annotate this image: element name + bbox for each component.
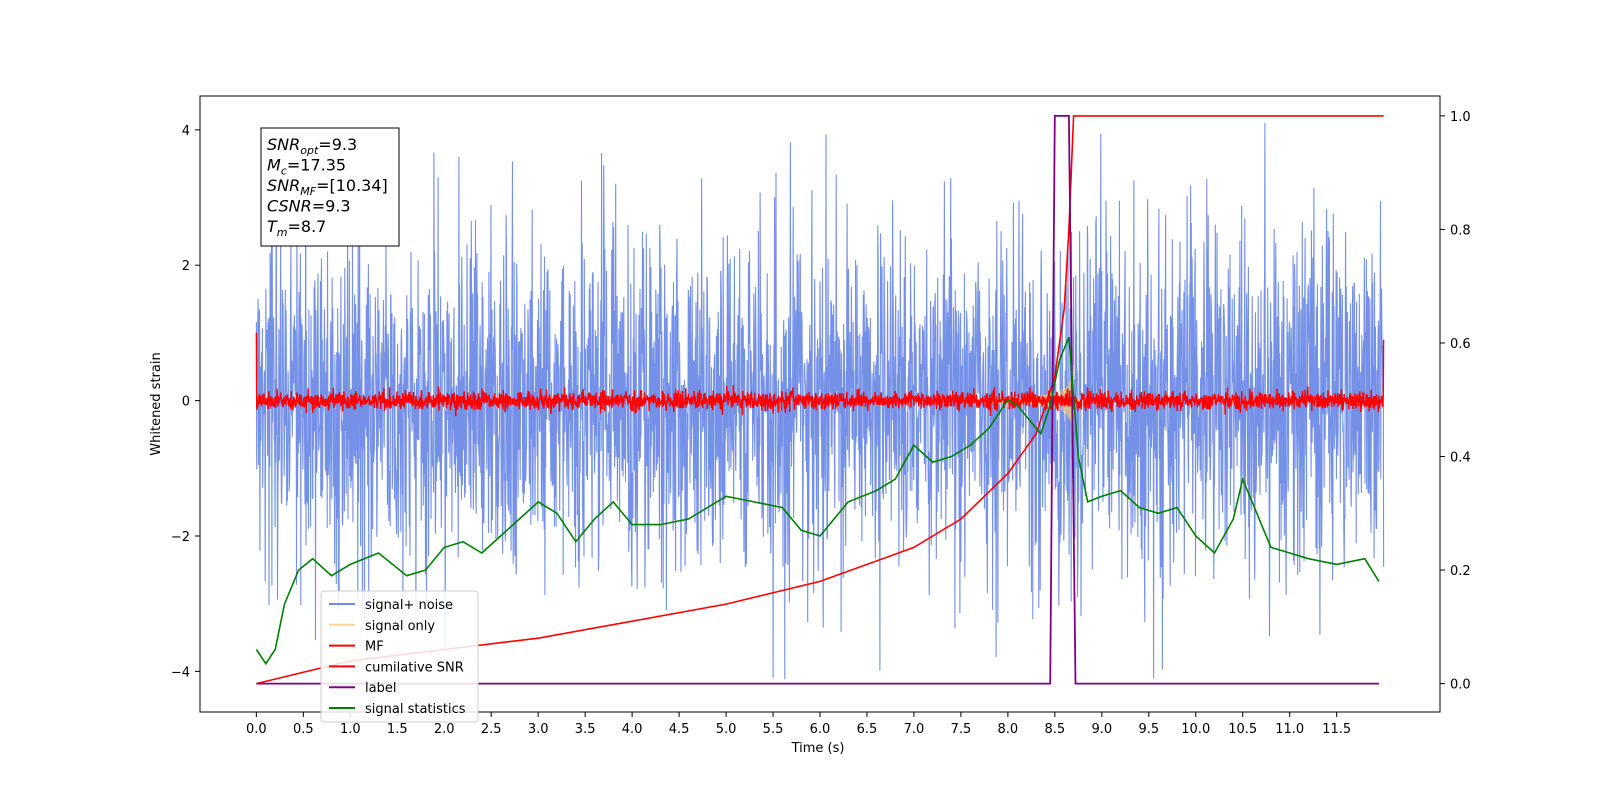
y2-tick-label-0.4: 0.4 [1450, 451, 1471, 466]
y-tick-label-4: 4 [182, 124, 190, 139]
x-tick-label-2.0: 2.0 [434, 722, 455, 737]
annotation-line-3: CSNR=9.3 [267, 197, 351, 216]
x-tick-label-6.5: 6.5 [857, 722, 878, 737]
series-label [256, 115, 1379, 685]
annotation-line-0: SNRopt=9.3 [267, 135, 357, 157]
legend-frame [320, 590, 479, 723]
x-tick-label-11.5: 11.5 [1322, 722, 1351, 737]
y2-tick-label-0.6: 0.6 [1450, 337, 1471, 352]
x-tick-label-9.0: 9.0 [1091, 722, 1112, 737]
legend: signal+ noise signal only MF cumilative SNR… [320, 590, 479, 723]
y-axis-label: Whitened strain [149, 352, 164, 455]
legend-label-2: MF [365, 640, 384, 655]
x-tick-label-0.0: 0.0 [246, 722, 267, 737]
legend-label-3: cumilative SNR [365, 660, 464, 675]
annotation-line-2: SNRMF=[10.34] [267, 176, 388, 198]
x-tick-label-4.5: 4.5 [669, 722, 690, 737]
x-tick-label-2.5: 2.5 [481, 722, 502, 737]
x-tick-label-10.5: 10.5 [1228, 722, 1257, 737]
legend-label-0: signal+ noise [365, 598, 453, 613]
annotation-box: SNRopt=9.3Mc=17.35SNRMF=[10.34]CSNR=9.3T… [260, 127, 400, 247]
y2-tick-label-1.0: 1.0 [1450, 110, 1471, 125]
legend-label-4: label [365, 681, 396, 696]
x-tick-label-9.5: 9.5 [1138, 722, 1159, 737]
x-tick-label-3.5: 3.5 [575, 722, 596, 737]
y-tick-label-−2: −2 [171, 530, 190, 545]
x-tick-label-11.0: 11.0 [1275, 722, 1304, 737]
x-tick-label-4.0: 4.0 [622, 722, 643, 737]
annotation-line-4: Tm=8.7 [267, 217, 326, 239]
x-tick-label-5.5: 5.5 [763, 722, 784, 737]
annotation-frame [260, 127, 400, 247]
x-tick-label-5.0: 5.0 [716, 722, 737, 737]
x-tick-label-3.0: 3.0 [528, 722, 549, 737]
y2-tick-label-0.8: 0.8 [1450, 223, 1471, 238]
legend-label-1: signal only [365, 619, 435, 634]
x-axis-label: Time (s) [791, 741, 845, 756]
annotation-line-1: Mc=17.35 [267, 156, 346, 178]
series-signal-statistics [255, 336, 1380, 666]
x-tick-label-1.5: 1.5 [387, 722, 408, 737]
x-tick-label-7.5: 7.5 [951, 722, 972, 737]
x-tick-label-1.0: 1.0 [340, 722, 361, 737]
y-tick-label-2: 2 [182, 259, 190, 274]
x-tick-label-7.0: 7.0 [904, 722, 925, 737]
series-cumulative-snr [256, 115, 1384, 685]
y2-tick-label-0.0: 0.0 [1450, 678, 1471, 693]
y2-tick-label-0.2: 0.2 [1450, 564, 1471, 579]
x-tick-label-8.0: 8.0 [998, 722, 1019, 737]
y-tick-label-−4: −4 [171, 665, 190, 680]
series-mf [255, 332, 1385, 417]
legend-label-5: signal statistics [365, 702, 466, 717]
series-signal-noise [255, 123, 1385, 680]
x-tick-label-8.5: 8.5 [1045, 722, 1066, 737]
x-tick-label-0.5: 0.5 [293, 722, 314, 737]
y-tick-label-0: 0 [182, 395, 190, 410]
x-tick-label-10.0: 10.0 [1181, 722, 1210, 737]
x-tick-label-6.0: 6.0 [810, 722, 831, 737]
